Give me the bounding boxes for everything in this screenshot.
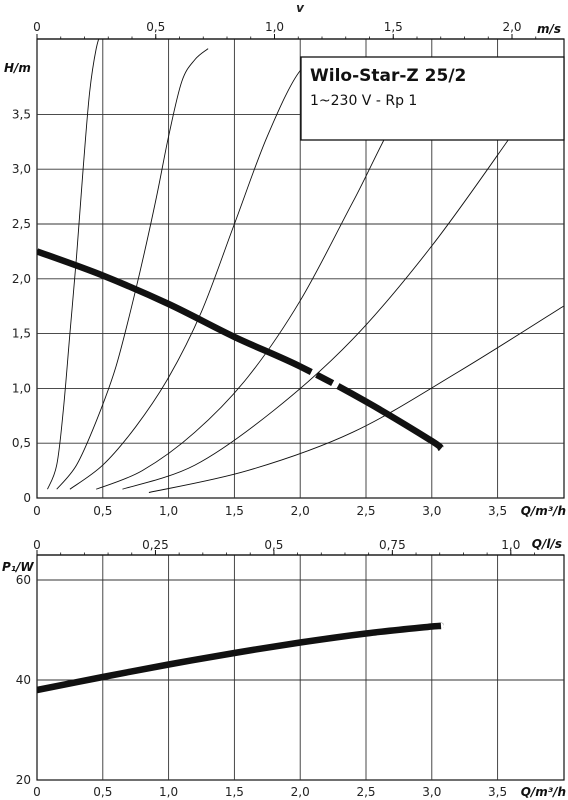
flow-ls-tick-label: 0,25 (142, 538, 169, 552)
head-x-tick-label: 0,5 (93, 504, 112, 518)
head-y-tick-label: 0 (23, 491, 31, 505)
power-x-tick-label: 3,5 (488, 785, 507, 799)
system-curve (56, 48, 209, 490)
power-y-tick-label: 40 (16, 673, 31, 687)
flow-ls-tick-label: 1,0 (501, 538, 520, 552)
power-x-tick-label: 1,5 (225, 785, 244, 799)
velocity-tick-label: 2,0 (502, 20, 521, 34)
head-y-tick-label: 2,0 (12, 272, 31, 286)
chart-title-box: Wilo-Star-Z 25/2 1~230 V - Rp 1 (300, 56, 565, 141)
flow-ls-axis-title: Q/l/s (532, 537, 562, 551)
chart-subtitle: 1~230 V - Rp 1 (310, 93, 417, 109)
head-x-tick-label: 3,5 (488, 504, 507, 518)
velocity-tick-label: 0,5 (146, 20, 165, 34)
head-y-tick-label: 3,5 (12, 107, 31, 121)
head-x-tick-label: 2,0 (291, 504, 310, 518)
head-axis-title: H/m (4, 61, 31, 75)
power-y-tick-label: 60 (16, 573, 31, 587)
power-curve (37, 622, 444, 694)
power-x-axis-title: Q/m³/h (521, 785, 566, 799)
head-y-tick-label: 1,0 (12, 381, 31, 395)
power-x-tick-label: 3,0 (422, 785, 441, 799)
flow-ls-tick-label: 0,75 (379, 538, 406, 552)
head-y-tick-label: 2,5 (12, 217, 31, 231)
velocity-tick-label: 1,0 (265, 20, 284, 34)
head-x-axis-title: Q/m³/h (521, 504, 566, 518)
power-x-tick-label: 1,0 (159, 785, 178, 799)
head-series (37, 248, 444, 452)
chart-title: Wilo-Star-Z 25/2 (310, 66, 466, 86)
head-x-tick-label: 0 (33, 504, 41, 518)
flow-ls-tick-label: 0 (33, 538, 41, 552)
head-x-tick-label: 1,5 (225, 504, 244, 518)
velocity-axis-unit: m/s (537, 22, 561, 36)
head-y-axis: 0 0,5 1,0 1,5 2,0 2,5 3,0 3,5 (12, 107, 31, 505)
velocity-axis: 0 0,5 1,0 1,5 2,0 (33, 20, 564, 40)
head-x-tick-label: 2,5 (356, 504, 375, 518)
power-x-tick-label: 2,5 (356, 785, 375, 799)
power-x-tick-label: 2,0 (291, 785, 310, 799)
title-box-frame (300, 56, 565, 141)
head-y-tick-label: 0,5 (12, 436, 31, 450)
head-chart-panel: 0 0,5 1,0 1,5 2,0 v m/s 0 0,5 1,0 1,5 2,0 2,5 3,0 3… (4, 1, 566, 518)
system-curve (148, 305, 564, 493)
head-y-tick-label: 1,5 (12, 327, 31, 341)
power-y-axis: 20 40 60 (16, 573, 31, 787)
power-series (37, 622, 444, 694)
velocity-axis-symbol: v (296, 1, 305, 15)
head-curve (37, 248, 444, 452)
velocity-tick-label: 0 (33, 20, 41, 34)
velocity-tick-label: 1,5 (384, 20, 403, 34)
system-curve (69, 59, 327, 490)
head-x-tick-label: 1,0 (159, 504, 178, 518)
head-x-axis: 0 0,5 1,0 1,5 2,0 2,5 3,0 3,5 (33, 504, 507, 518)
system-curve (47, 39, 100, 490)
flow-ls-tick-label: 0,5 (264, 538, 283, 552)
power-x-tick-label: 0,5 (93, 785, 112, 799)
power-y-tick-label: 20 (16, 773, 31, 787)
flow-ls-axis: 0 0,25 0,5 0,75 1,0 (33, 538, 564, 556)
power-x-axis: 0 0,5 1,0 1,5 2,0 2,5 3,0 3,5 (33, 785, 507, 799)
power-chart-grid (36, 554, 565, 781)
head-x-tick-label: 3,0 (422, 504, 441, 518)
head-y-tick-label: 3,0 (12, 162, 31, 176)
power-axis-title: P₁/W (2, 560, 34, 574)
power-x-tick-label: 0 (33, 785, 41, 799)
power-chart-panel: 0 0,25 0,5 0,75 1,0 Q/l/s 20 40 60 P₁/W 0 0,5 1,… (2, 537, 566, 799)
